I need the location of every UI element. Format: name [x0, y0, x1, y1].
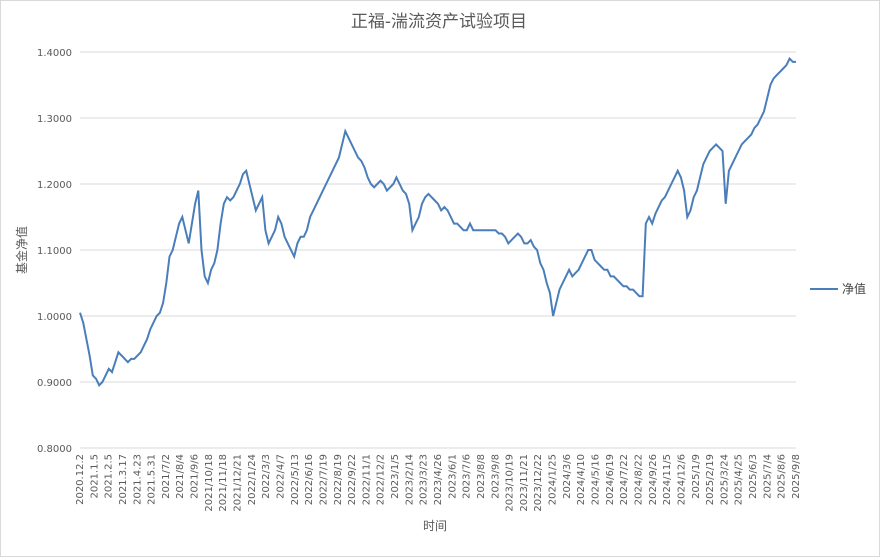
- x-tick-label: 2025/4/25: [734, 454, 745, 505]
- x-tick-label: 2022/5/13: [290, 454, 301, 505]
- x-tick-label: 2023/2/14: [404, 454, 415, 505]
- x-tick-label: 2022/4/7: [275, 454, 286, 499]
- x-tick-label: 2022/1/24: [247, 454, 258, 505]
- gridlines: [80, 51, 796, 449]
- x-tick-label: 2025/2/19: [705, 454, 716, 505]
- x-tick-label: 2023/8/8: [476, 454, 487, 499]
- x-tick-label: 2023/10/19: [505, 454, 516, 512]
- x-tick-label: 2022/3/3: [261, 454, 272, 499]
- x-tick-label: 2021.4.23: [132, 454, 143, 505]
- x-tick-label: 2021/8/4: [175, 454, 186, 499]
- legend-label: 净值: [842, 281, 866, 296]
- x-tick-label: 2025/6/3: [748, 454, 759, 499]
- series-line-nav: [79, 56, 796, 388]
- x-tick-label: 2025/7/4: [762, 454, 773, 499]
- x-tick-label: 2025/9/8: [791, 454, 802, 499]
- x-tick-label: 2023/6/1: [447, 454, 458, 499]
- x-tick-label: 2022/8/19: [333, 454, 344, 505]
- x-tick-label: 2021/9/6: [190, 454, 201, 499]
- x-tick-label: 2022/6/16: [304, 454, 315, 505]
- y-axis-label: 基金净值: [14, 226, 29, 274]
- x-tick-label: 2023/12/22: [533, 454, 544, 512]
- x-tick-label: 2021/10/18: [204, 454, 215, 512]
- x-tick-label: 2021.2.5: [104, 454, 115, 499]
- x-tick-label: 2025/8/6: [777, 454, 788, 499]
- x-tick-label: 2021/12/21: [233, 454, 244, 512]
- x-tick-label: 2025/3/24: [719, 454, 730, 505]
- x-tick-label: 2021/11/18: [218, 454, 229, 512]
- x-tick-label: 2022/9/22: [347, 454, 358, 505]
- x-tick-label: 2024/3/6: [562, 454, 573, 499]
- x-tick-label: 2024/11/5: [662, 454, 673, 505]
- y-tick-label: 1.0000: [37, 312, 72, 323]
- x-tick-label: 2023/9/8: [490, 454, 501, 499]
- x-tick-label: 2024/6/19: [605, 454, 616, 505]
- x-tick-label: 2025/1/9: [691, 454, 702, 499]
- y-tick-label: 1.2000: [37, 180, 72, 191]
- x-tick-label: 2024/9/26: [648, 454, 659, 505]
- y-tick-label: 0.9000: [37, 378, 72, 389]
- x-axis-label: 时间: [423, 519, 447, 533]
- x-tick-label: 2024/7/22: [619, 454, 630, 505]
- x-tick-label: 2023/3/23: [419, 454, 430, 505]
- x-tick-label: 2024/4/10: [576, 454, 587, 505]
- y-tick-label: 1.1000: [37, 246, 72, 257]
- x-tick-label: 2023/4/26: [433, 454, 444, 505]
- x-tick-label: 2021.3.17: [118, 454, 129, 505]
- x-tick-label: 2024/12/6: [676, 454, 687, 505]
- x-tick-label: 2021.5.31: [147, 454, 158, 505]
- x-tick-labels: 2020.12.2 2021.1.5 2021.2.5 2021.3.17 2021.4…: [75, 454, 802, 512]
- x-tick-label: 2022/7/19: [318, 454, 329, 505]
- x-tick-label: 2021/7/2: [161, 454, 172, 499]
- x-tick-label: 2023/1/5: [390, 454, 401, 499]
- x-tick-label: 2023/7/6: [462, 454, 473, 499]
- y-tick-labels: 0.8000 0.9000 1.0000 1.1000 1.2000 1.3000 1.40…: [37, 48, 72, 455]
- x-tick-label: 2024/1/25: [548, 454, 559, 505]
- x-tick-label: 2021.1.5: [89, 454, 100, 499]
- y-tick-label: 1.3000: [37, 114, 72, 125]
- x-tick-label: 2020.12.2: [75, 454, 86, 505]
- x-tick-label: 2022/11/1: [361, 454, 372, 505]
- x-tick-label: 2022/12/2: [376, 454, 387, 505]
- y-tick-label: 1.4000: [37, 48, 72, 59]
- x-tick-label: 2024/5/16: [591, 454, 602, 505]
- y-tick-label: 0.8000: [37, 444, 72, 455]
- x-tick-label: 2023/11/21: [519, 454, 530, 512]
- chart-title: 正福-湍流资产试验项目: [351, 12, 527, 32]
- legend: 净值: [810, 281, 866, 296]
- x-tick-label: 2024/8/22: [633, 454, 644, 505]
